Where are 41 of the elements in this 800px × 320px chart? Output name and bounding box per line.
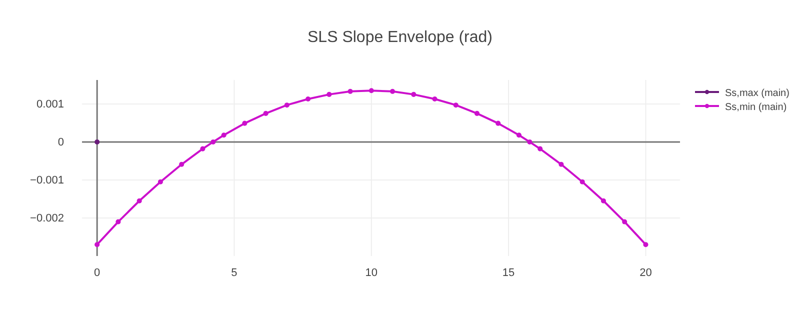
point [538, 146, 543, 152]
point [390, 88, 396, 94]
point [643, 242, 648, 248]
y-tick-label: 0.001 [36, 98, 64, 110]
point [326, 92, 332, 97]
x-tick-label: 15 [502, 266, 515, 279]
point [411, 92, 416, 97]
point [600, 198, 606, 204]
point [432, 96, 438, 102]
x-tick-label: 20 [640, 266, 652, 279]
point [210, 139, 216, 144]
point [453, 102, 458, 108]
point [306, 96, 311, 102]
legend-label: Ss,min (main) [725, 102, 787, 113]
point [496, 120, 501, 126]
point [221, 132, 226, 138]
point [263, 110, 268, 116]
x-tick-label: 5 [231, 266, 238, 279]
chart-title: SLS Slope Envelope (rad) [308, 29, 492, 46]
y-tick-label: −0.002 [30, 212, 64, 225]
point [622, 219, 628, 224]
point [348, 88, 353, 94]
y-tick-label: −0.001 [30, 174, 64, 186]
legend-label: Ss,max (main) [725, 88, 790, 99]
point [136, 198, 142, 204]
point [580, 179, 585, 184]
point [368, 88, 374, 94]
point [200, 146, 206, 152]
point [179, 162, 184, 167]
point [116, 219, 121, 224]
x-tick-label: 10 [365, 266, 378, 279]
point [558, 162, 564, 167]
y-tick-label: 0 [58, 136, 64, 148]
point [516, 132, 522, 138]
point [284, 102, 290, 108]
x-tick-label: 0 [94, 266, 100, 279]
point [527, 139, 532, 144]
point [474, 110, 480, 116]
point [242, 120, 248, 126]
point [158, 179, 163, 184]
point [94, 242, 100, 248]
